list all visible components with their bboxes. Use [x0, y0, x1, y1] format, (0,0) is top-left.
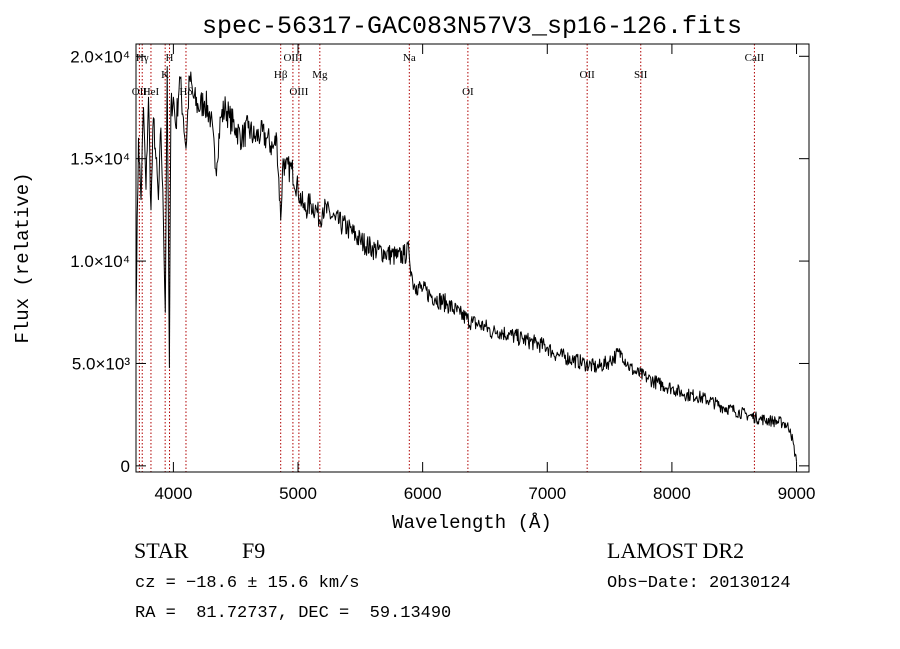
- spectrum-line: [135, 66, 797, 462]
- line-label: H: [166, 52, 174, 64]
- x-tick-label: 5000: [279, 484, 317, 503]
- y-axis-label: Flux (relative): [12, 172, 34, 343]
- x-tick-label: 6000: [404, 484, 442, 503]
- line-label: OIII: [289, 86, 308, 98]
- x-tick-label: 9000: [778, 484, 816, 503]
- object-class: STAR: [134, 538, 189, 563]
- y-tick-label: 5.0×10³: [72, 354, 130, 373]
- spectrum-chart: spec-56317-GAC083N57V3_sp16-126.fits OII…: [12, 12, 816, 534]
- survey-name: LAMOST DR2: [607, 538, 745, 563]
- line-label: OIII: [283, 52, 302, 64]
- line-label: OI: [462, 86, 474, 98]
- observation-date: Obs−Date: 20130124: [607, 574, 791, 593]
- object-subclass: F9: [242, 538, 266, 563]
- y-tick-label: 2.0×10⁴: [70, 47, 130, 66]
- line-label: SII: [634, 69, 648, 81]
- line-label: K: [161, 69, 169, 81]
- x-tick-label: 8000: [653, 484, 691, 503]
- line-label: OII: [580, 69, 596, 81]
- plot-frame: [135, 43, 810, 473]
- line-label: Hβ: [274, 69, 288, 81]
- y-tick-label: 0: [121, 457, 130, 476]
- line-label: HeI: [143, 86, 160, 98]
- x-tick-label: 7000: [528, 484, 566, 503]
- chart-title: spec-56317-GAC083N57V3_sp16-126.fits: [202, 12, 742, 41]
- x-tick-label: 4000: [154, 484, 192, 503]
- y-tick-label: 1.5×10⁴: [70, 150, 130, 169]
- redshift-velocity: cz = −18.6 ± 15.6 km/s: [135, 574, 360, 593]
- line-label: Hγ: [136, 52, 149, 64]
- x-axis-label: Wavelength (Å): [392, 512, 552, 534]
- y-tick-label: 1.0×10⁴: [70, 252, 130, 271]
- line-label: Mg: [312, 69, 328, 81]
- line-label: CaII: [745, 52, 765, 64]
- line-label: Na: [403, 52, 416, 64]
- sky-coordinates: RA = 81.72737, DEC = 59.13490: [135, 604, 452, 623]
